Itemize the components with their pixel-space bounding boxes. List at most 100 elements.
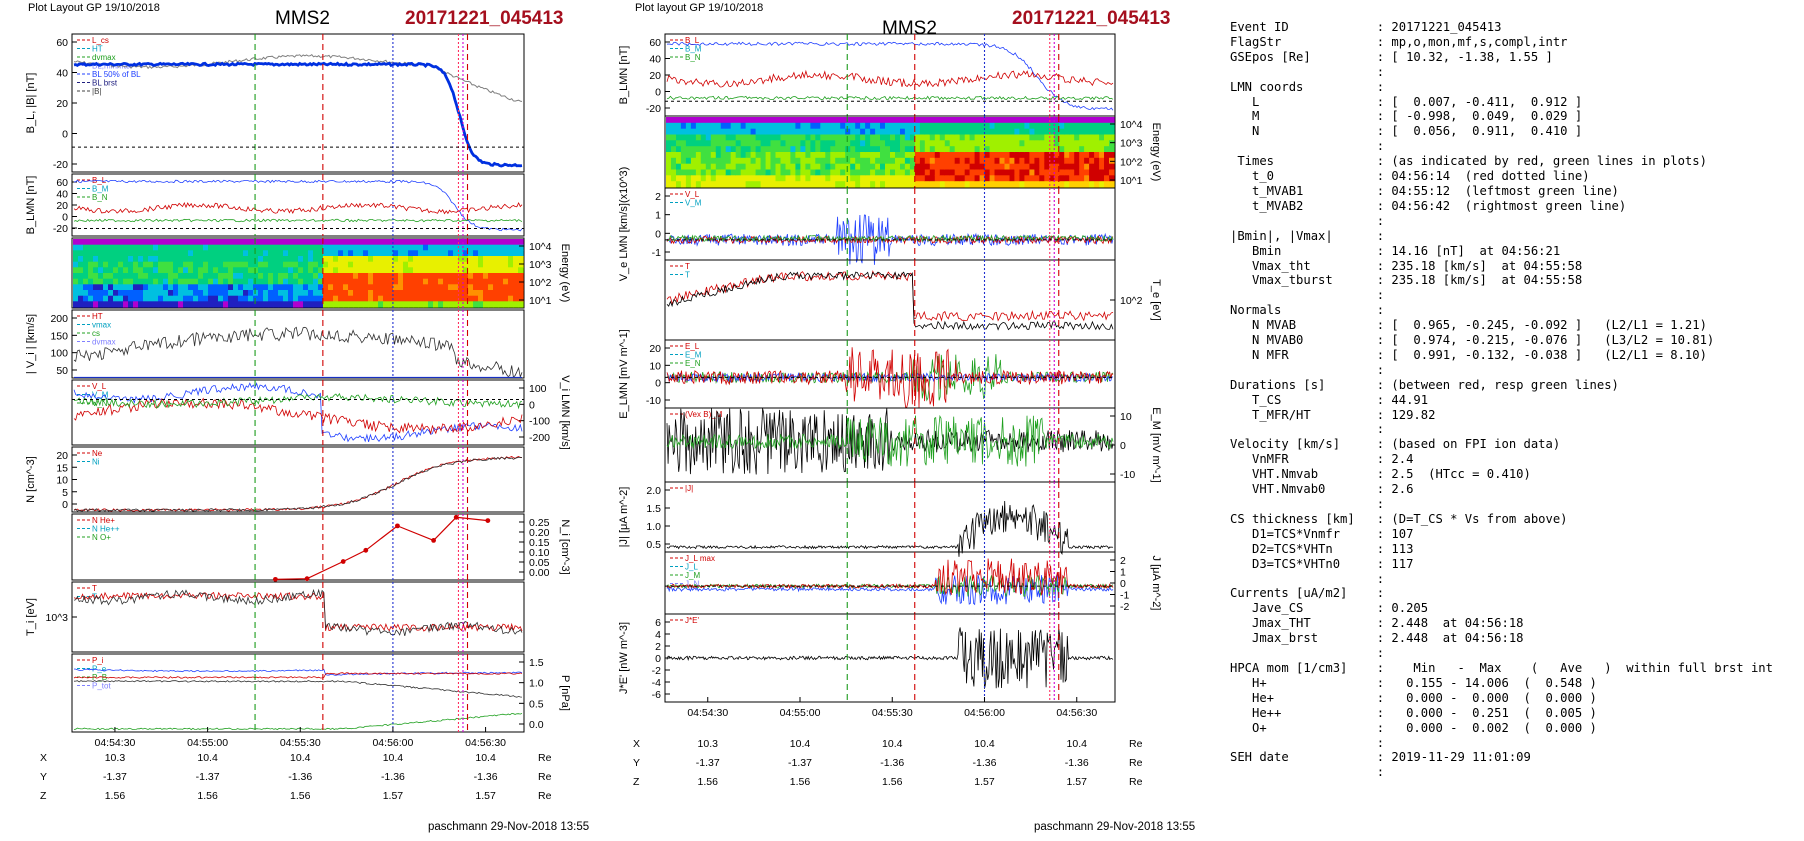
spectrogram-cell <box>666 117 672 124</box>
spectrogram-cell <box>123 256 129 263</box>
spectrogram-cell <box>880 157 886 165</box>
spectrogram-cell <box>468 273 474 280</box>
spectrogram-cell <box>760 117 767 124</box>
spectrogram-cell <box>453 267 459 274</box>
summary-value: : 04:56:14 (red dotted line) <box>1376 169 1590 184</box>
spectrogram-cell <box>508 290 514 297</box>
spectrogram-cell <box>676 152 682 159</box>
spectrogram-cell <box>173 284 179 291</box>
spectrogram-cell <box>870 157 876 165</box>
spectrogram-cell <box>488 239 494 246</box>
spectrogram-cell <box>760 157 767 165</box>
tick-label: 0.20 <box>529 527 550 539</box>
spectrogram-cell <box>909 140 916 147</box>
spectrogram-cell <box>1094 169 1100 176</box>
spectrogram-cell <box>725 181 732 188</box>
spectrogram-cell <box>685 181 692 188</box>
spectrogram-cell <box>895 163 901 171</box>
spectrogram-cell <box>984 140 991 147</box>
spectrogram-cell <box>463 284 469 291</box>
spectrogram-cell <box>1069 117 1075 124</box>
summary-key: Jmax_brst <box>1230 631 1377 646</box>
spectrogram-cell <box>909 181 916 188</box>
spectrogram-cell <box>740 157 747 165</box>
middle-event-title: 20171221_045413 <box>1012 8 1171 29</box>
summary-row: : <box>1230 363 1384 377</box>
spectrogram-cell <box>680 152 687 159</box>
spectrogram-cell <box>388 250 394 257</box>
spectrogram-cell <box>959 157 966 165</box>
spectrogram-cell <box>208 273 214 280</box>
spectrogram-cell <box>113 273 119 280</box>
summary-row: GSEpos [Re] : [ 10.32, -1.38, 1.55 ] <box>1230 50 1553 64</box>
spectrogram-cell <box>755 128 762 136</box>
spectrogram-cell <box>740 175 747 182</box>
spectrogram-cell <box>378 250 384 257</box>
spectrogram-cell <box>193 267 199 274</box>
spectrogram-cell <box>700 181 707 188</box>
axis-label: | V_i | [km/s] <box>25 314 37 374</box>
spectrogram-cell <box>338 244 344 251</box>
spectrogram-cell <box>1064 117 1070 124</box>
spectrogram-cell <box>944 181 951 188</box>
position-value: -1.37 <box>696 757 720 769</box>
axis-label: J [μA m^-2] <box>1150 556 1162 611</box>
spectrogram-cell <box>870 169 876 176</box>
spectrogram-cell <box>840 146 846 153</box>
spectrogram-cell <box>198 290 204 297</box>
spectrogram-cell <box>373 250 379 257</box>
tick-label: 40 <box>649 54 661 66</box>
spectrogram-cell <box>1039 181 1045 188</box>
spectrogram-cell <box>979 140 986 147</box>
spectrogram-cell <box>1024 134 1030 141</box>
spectrogram-cell <box>448 261 454 268</box>
panel-frame <box>664 259 1116 341</box>
spectrogram-cell <box>989 128 996 136</box>
spectrogram-cell <box>880 181 886 188</box>
spectrogram-cell <box>73 267 79 274</box>
spectrogram-cell <box>303 301 309 308</box>
axis-label: B_LMN [nT] <box>25 176 37 235</box>
spectrogram-cell <box>745 128 752 136</box>
spectrogram-cell <box>128 290 134 297</box>
spectrogram-cell <box>233 295 239 302</box>
spectrogram-cell <box>283 290 289 297</box>
spectrogram-cell <box>183 256 189 263</box>
spectrogram-cell <box>483 290 489 297</box>
spectrogram-cell <box>318 267 324 274</box>
spectrogram-cell <box>1039 169 1045 176</box>
spectrogram-cell <box>770 169 777 176</box>
spectrogram-cell <box>885 122 891 130</box>
spectrogram-cell <box>755 169 762 176</box>
spectrogram-cell <box>825 122 831 130</box>
spectrogram-cell <box>403 267 409 274</box>
spectrogram-cell <box>208 267 214 274</box>
spectrogram-cell <box>919 157 926 165</box>
spectrogram-cell <box>168 261 174 268</box>
axis-label: P [nPa] <box>559 675 571 711</box>
spectrogram-cell <box>133 239 139 246</box>
spectrogram-cell <box>278 239 284 246</box>
spectrogram-cell <box>850 163 856 171</box>
spectrogram-cell <box>448 301 454 308</box>
spectrogram-cell <box>865 181 871 188</box>
legend-entry: B_M <box>685 45 702 54</box>
spectrogram-cell <box>1039 163 1045 171</box>
spectrogram-cell <box>1024 152 1030 159</box>
summary-value: : 2.6 <box>1376 482 1414 497</box>
spectrogram-cell <box>795 181 801 188</box>
series-line <box>666 500 1114 557</box>
spectrogram-cell <box>855 157 861 165</box>
series-line <box>73 397 523 435</box>
spectrogram-cell <box>715 163 722 171</box>
spectrogram-cell <box>78 267 84 274</box>
spectrogram-cell <box>860 157 866 165</box>
spectrogram-cell <box>1069 146 1075 153</box>
spectrogram-cell <box>705 140 712 147</box>
spectrogram-cell <box>870 117 876 124</box>
spectrogram-cell <box>944 146 951 153</box>
spectrogram-cell <box>929 146 936 153</box>
spectrogram-cell <box>183 278 189 285</box>
spectrogram-cell <box>755 181 762 188</box>
spectrogram-cell <box>855 134 861 141</box>
